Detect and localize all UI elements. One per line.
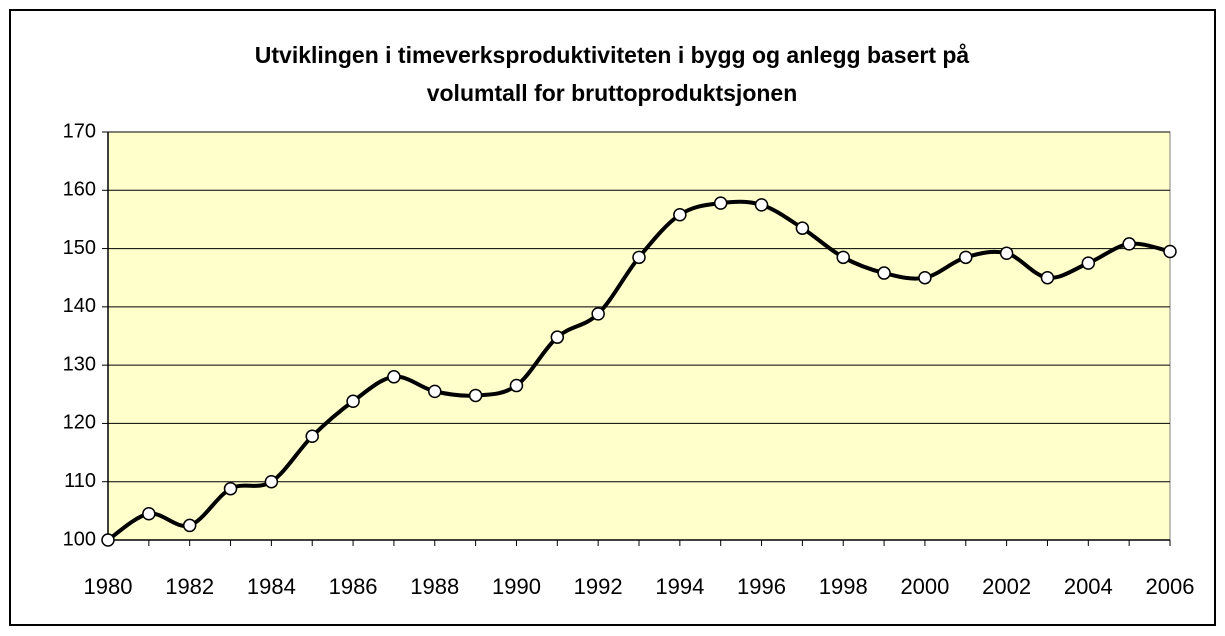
x-tick-label: 2000: [900, 574, 949, 599]
x-tick-label: 1998: [819, 574, 868, 599]
point-marker: [509, 378, 524, 393]
chart-title: Utviklingen i timeverksproduktiviteten i…: [255, 42, 970, 68]
point-marker: [468, 388, 483, 403]
point-marker: [182, 518, 197, 533]
y-tick-label: 140: [63, 295, 96, 317]
point-marker: [673, 208, 687, 222]
y-tick-label: 150: [63, 237, 96, 259]
x-tick-label: 1994: [655, 574, 704, 599]
x-tick-label: 1996: [737, 574, 786, 599]
y-tick-label: 120: [63, 412, 96, 434]
point-marker: [550, 330, 565, 344]
point-marker: [1040, 270, 1055, 285]
x-tick-label: 1988: [410, 574, 459, 599]
point-marker: [346, 394, 360, 409]
x-tick-label: 2002: [982, 574, 1031, 599]
point-marker: [877, 266, 891, 280]
point-marker: [999, 246, 1014, 260]
point-marker: [223, 481, 238, 496]
point-marker: [1081, 256, 1096, 270]
point-marker: [836, 250, 850, 265]
y-tick-label: 160: [63, 179, 96, 201]
point-marker: [142, 507, 156, 521]
point-marker: [101, 533, 115, 547]
point-marker: [632, 250, 646, 265]
plot-area: [107, 131, 1171, 541]
point-marker: [428, 384, 442, 399]
point-marker: [264, 474, 279, 489]
x-tick-label: 1990: [492, 574, 541, 599]
point-marker: [1163, 244, 1177, 259]
x-tick-label: 1984: [247, 574, 296, 599]
y-tick-label: 100: [63, 528, 96, 550]
y-tick-label: 170: [63, 120, 96, 142]
point-marker: [591, 307, 605, 321]
x-tick-label: 1986: [329, 574, 378, 599]
chart-title: volumtall for bruttoproduktsjonen: [427, 80, 798, 106]
y-tick-label: 130: [63, 353, 96, 375]
x-tick-label: 1992: [574, 574, 623, 599]
point-marker: [754, 198, 769, 212]
point-marker: [1122, 237, 1136, 251]
point-marker: [795, 221, 810, 235]
point-marker: [918, 270, 932, 285]
y-tick-label: 110: [64, 470, 96, 492]
x-tick-label: 1980: [84, 574, 133, 599]
x-tick-label: 1982: [165, 574, 214, 599]
point-marker: [713, 196, 728, 210]
point-marker: [959, 250, 973, 265]
x-tick-label: 2006: [1146, 574, 1195, 599]
x-tick-label: 2004: [1064, 574, 1113, 599]
point-marker: [305, 429, 319, 444]
point-marker: [387, 370, 401, 384]
